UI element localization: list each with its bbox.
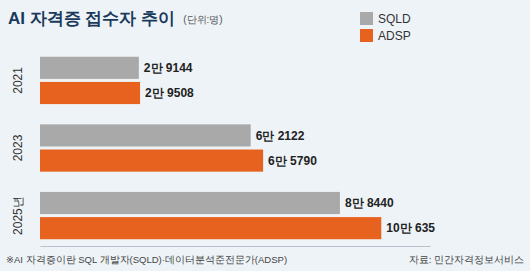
y-tick-label: 2023 xyxy=(11,134,25,161)
y-tick: 2025년 xyxy=(11,196,25,235)
x-axis-line xyxy=(41,246,431,247)
legend-label: SQLD xyxy=(378,12,411,26)
title: AI 자격증 접수자 추이 xyxy=(8,9,175,28)
bar xyxy=(40,124,251,146)
data-label: 8만 8440 xyxy=(345,196,394,210)
bars xyxy=(40,57,381,239)
bar xyxy=(40,82,140,104)
data-label: 6만 2122 xyxy=(256,129,305,143)
y-tick-label: 2025년 xyxy=(11,196,25,235)
legend-swatch xyxy=(360,12,373,25)
data-label: 2만 9508 xyxy=(145,86,194,100)
bar xyxy=(40,217,381,239)
data-label: 6만 5790 xyxy=(268,154,317,168)
legend: SQLD ADSP xyxy=(360,12,411,43)
bar xyxy=(40,57,139,79)
source: 자료: 민간자격정보서비스 xyxy=(409,254,524,265)
x-axis xyxy=(41,246,431,247)
data-label: 2만 9144 xyxy=(144,61,193,75)
bar xyxy=(40,192,340,214)
footnote: ※AI 자격증이란 SQL 개발자(SQLD)·데이터분석준전문가(ADSP) xyxy=(6,254,287,265)
legend-item: SQLD xyxy=(360,12,411,26)
legend-swatch xyxy=(360,29,373,42)
data-labels: 2만 9144 6만 2122 8만 8440 2만 9508 6만 5790 10만 6… xyxy=(144,61,435,235)
chart: AI 자격증 접수자 추이 (단위:명) 2만 9144 6만 2122 8만 8440… xyxy=(0,0,530,271)
bar xyxy=(40,150,263,172)
legend-label: ADSP xyxy=(378,29,411,43)
subtitle: (단위:명) xyxy=(183,14,222,25)
y-tick: 2021 xyxy=(11,67,25,94)
y-axis: 2021 2023 2025년 xyxy=(11,67,25,235)
y-tick-label: 2021 xyxy=(11,67,25,94)
y-tick: 2023 xyxy=(11,134,25,161)
legend-item: ADSP xyxy=(360,29,411,43)
data-label: 10만 635 xyxy=(386,221,435,235)
